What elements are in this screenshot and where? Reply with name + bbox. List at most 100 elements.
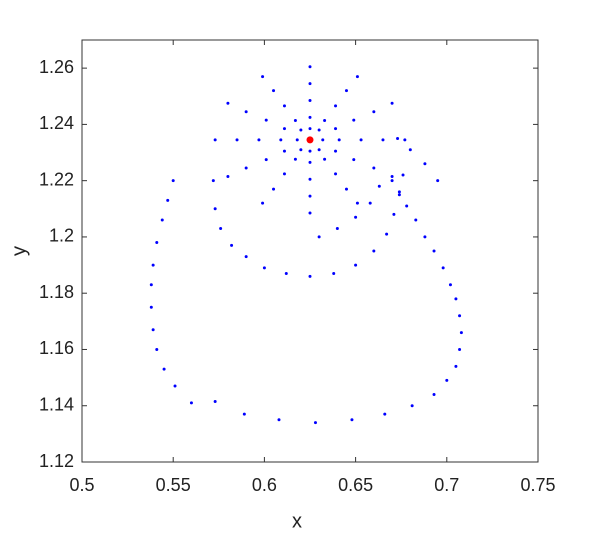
point [149, 305, 153, 309]
point [226, 174, 230, 178]
point [299, 148, 303, 152]
point [337, 138, 341, 142]
point [323, 118, 327, 122]
point [448, 283, 452, 287]
point [354, 215, 358, 219]
point [308, 177, 312, 181]
point [308, 98, 312, 102]
point [454, 297, 458, 301]
point [213, 207, 217, 211]
point [410, 404, 414, 408]
point [293, 118, 297, 122]
point [432, 249, 436, 253]
point [352, 118, 356, 122]
point [441, 266, 445, 270]
point [282, 172, 286, 176]
point [279, 138, 283, 142]
point [454, 364, 458, 368]
point [213, 400, 217, 404]
point [242, 412, 246, 416]
point [299, 128, 303, 132]
point [335, 226, 339, 230]
y-tick-label: 1.22 [39, 169, 74, 189]
point [226, 101, 230, 105]
x-tick-label: 0.65 [338, 475, 373, 495]
point [423, 235, 427, 239]
point [293, 157, 297, 161]
y-tick-label: 1.26 [39, 57, 74, 77]
point [334, 149, 338, 153]
point [213, 138, 217, 142]
point [308, 160, 312, 164]
point [149, 283, 153, 287]
point [432, 392, 436, 396]
point [244, 255, 248, 259]
point [344, 187, 348, 191]
point [390, 101, 394, 105]
point [323, 157, 327, 161]
point [295, 138, 299, 142]
point [308, 211, 312, 215]
x-tick-label: 0.55 [156, 475, 191, 495]
point [408, 148, 412, 152]
point [308, 82, 312, 86]
y-axis-label: y [8, 246, 30, 256]
point [332, 272, 336, 276]
y-tick-label: 1.24 [39, 113, 74, 133]
point [317, 148, 321, 152]
y-tick-label: 1.2 [49, 226, 74, 246]
point [230, 243, 234, 247]
point [155, 347, 159, 351]
point [403, 138, 407, 142]
point [261, 201, 265, 205]
point [423, 162, 427, 166]
point [334, 104, 338, 108]
point [272, 89, 276, 93]
point [436, 179, 440, 183]
point [334, 127, 338, 131]
point [264, 158, 268, 162]
point [282, 127, 286, 131]
x-axis-label: x [292, 510, 302, 532]
point [308, 149, 312, 153]
x-tick-label: 0.5 [69, 475, 94, 495]
point [151, 263, 155, 267]
point [189, 401, 193, 405]
point [173, 384, 177, 388]
point [350, 418, 354, 422]
point [284, 272, 288, 276]
point [261, 75, 265, 79]
x-tick-label: 0.6 [252, 475, 277, 495]
point [390, 174, 394, 178]
point [372, 249, 376, 253]
point [257, 138, 261, 142]
point [385, 232, 389, 236]
y-tick-label: 1.18 [39, 282, 74, 302]
y-tick-label: 1.14 [39, 394, 74, 414]
point [171, 179, 175, 183]
point [377, 184, 381, 188]
point [308, 194, 312, 198]
point [317, 235, 321, 239]
point [321, 138, 325, 142]
point [459, 331, 463, 335]
point [414, 218, 418, 222]
point [308, 115, 312, 119]
plot-area [81, 39, 539, 463]
point [244, 110, 248, 114]
point [317, 128, 321, 132]
point [397, 193, 401, 197]
point [381, 138, 385, 142]
x-tick-label: 0.75 [520, 475, 555, 495]
point [458, 347, 462, 351]
point [352, 158, 356, 162]
point [401, 173, 405, 177]
point [355, 75, 359, 79]
point [383, 412, 387, 416]
point [308, 65, 312, 69]
point [219, 226, 223, 230]
point [308, 274, 312, 278]
point [166, 198, 170, 202]
point [458, 314, 462, 318]
